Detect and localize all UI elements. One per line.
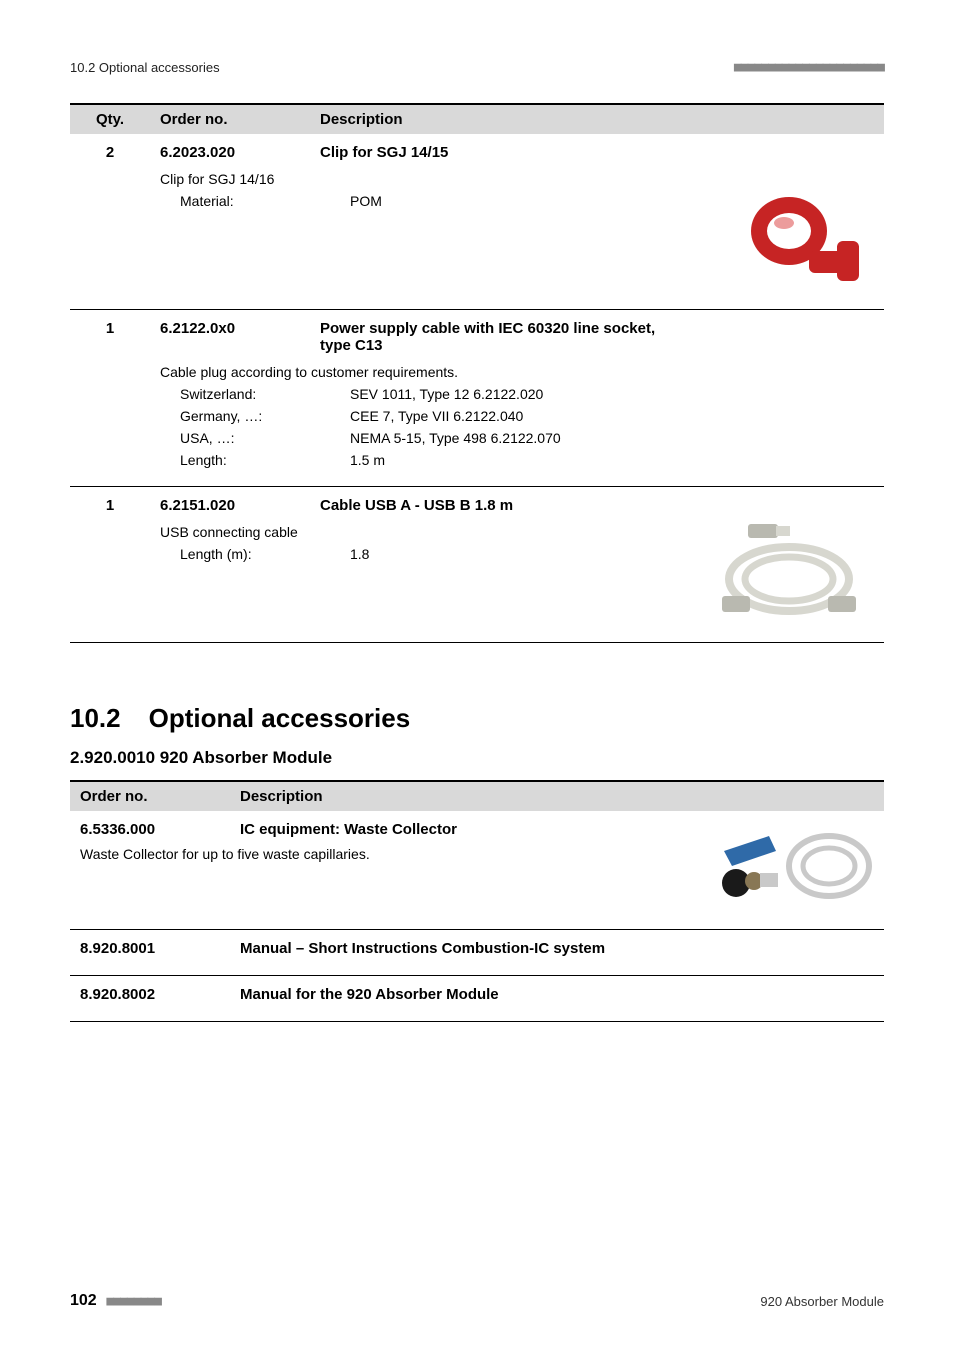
page-header: 10.2 Optional accessories ■■■■■■■■■■■■■■… [70, 60, 884, 75]
kv-val: NEMA 5-15, Type 498 6.2122.070 [350, 430, 684, 446]
th-qty: Qty. [70, 105, 150, 134]
cell-desc: IC equipment: Waste Collector Waste Coll… [230, 821, 694, 862]
page-footer: 102 ■■■■■■■■ 920 Absorber Module [70, 1292, 884, 1310]
cell-order: 6.2023.020 [150, 144, 310, 161]
page-number: 102 [70, 1292, 97, 1309]
cell-title: IC equipment: Waste Collector [240, 821, 457, 838]
kv-val: POM [350, 193, 684, 209]
table-row: 1 6.2151.020 Cable USB A - USB B 1.8 m U… [70, 487, 884, 643]
accessory-table-head: Qty. Order no. Description [70, 103, 884, 134]
section-title: Optional accessories [149, 703, 411, 734]
kv-val: SEV 1011, Type 12 6.2122.020 [350, 386, 684, 402]
clip-icon [704, 161, 874, 291]
cell-qty: 1 [70, 320, 150, 354]
kv-row: Germany, …: CEE 7, Type VII 6.2122.040 [160, 408, 684, 424]
kv-row: USA, …: NEMA 5-15, Type 498 6.2122.070 [160, 430, 684, 446]
cell-order: 8.920.8001 [70, 940, 230, 957]
footer-left: 102 ■■■■■■■■ [70, 1292, 161, 1310]
optional-table-head: Order no. Description [70, 780, 884, 811]
cell-subtext: USB connecting cable [160, 524, 684, 540]
th-order: Order no. [70, 782, 230, 811]
kv-row: Length: 1.5 m [160, 452, 684, 468]
section-subhead: 2.920.0010 920 Absorber Module [70, 748, 884, 768]
kv-key: USA, …: [160, 430, 350, 446]
footer-ornament: ■■■■■■■■ [106, 1294, 161, 1309]
cell-subtext: Cable plug according to customer require… [160, 364, 684, 380]
kv-key: Germany, …: [160, 408, 350, 424]
kv-row: Length (m): 1.8 [160, 546, 684, 562]
cell-subtext: Waste Collector for up to five waste cap… [80, 846, 684, 862]
cell-title: Cable USB A - USB B 1.8 m [310, 497, 694, 514]
kv-key: Switzerland: [160, 386, 350, 402]
kv-val: 1.8 [350, 546, 684, 562]
th-order: Order no. [150, 105, 310, 134]
usb-cable-icon [704, 514, 874, 624]
kv-key: Length (m): [160, 546, 350, 562]
kv-row: Switzerland: SEV 1011, Type 12 6.2122.02… [160, 386, 684, 402]
cell-title: Manual – Short Instructions Combustion-I… [230, 940, 694, 957]
cell-title: Power supply cable with IEC 60320 line s… [310, 320, 694, 354]
kv-key: Material: [160, 193, 350, 209]
table-row: 8.920.8002 Manual for the 920 Absorber M… [70, 976, 884, 1022]
section-number: 10.2 [70, 703, 121, 734]
cell-title: Manual for the 920 Absorber Module [230, 986, 694, 1003]
th-desc: Description [230, 782, 884, 811]
waste-collector-icon [704, 821, 874, 911]
kv-key: Length: [160, 452, 350, 468]
cell-order: 8.920.8002 [70, 986, 230, 1003]
header-section-ref: 10.2 Optional accessories [70, 60, 220, 75]
cell-order: 6.5336.000 [70, 821, 230, 838]
cell-subtext: Clip for SGJ 14/16 [160, 171, 684, 187]
table-row: 2 6.2023.020 Clip for SGJ 14/15 Clip for… [70, 134, 884, 310]
footer-product: 920 Absorber Module [760, 1294, 884, 1309]
cell-qty: 2 [70, 144, 150, 161]
cell-order: 6.2122.0x0 [150, 320, 310, 354]
cell-order: 6.2151.020 [150, 497, 310, 514]
table-row: 8.920.8001 Manual – Short Instructions C… [70, 930, 884, 976]
table-row: 6.5336.000 IC equipment: Waste Collector… [70, 811, 884, 930]
header-ornament: ■■■■■■■■■■■■■■■■■■■■■■ [734, 60, 884, 75]
section-heading: 10.2 Optional accessories [70, 703, 884, 734]
th-desc: Description [310, 105, 884, 134]
kv-val: CEE 7, Type VII 6.2122.040 [350, 408, 684, 424]
cell-title: Clip for SGJ 14/15 [310, 144, 694, 161]
cell-qty: 1 [70, 497, 150, 514]
kv-row: Material: POM [160, 193, 684, 209]
kv-val: 1.5 m [350, 452, 684, 468]
table-row: 1 6.2122.0x0 Power supply cable with IEC… [70, 310, 884, 487]
